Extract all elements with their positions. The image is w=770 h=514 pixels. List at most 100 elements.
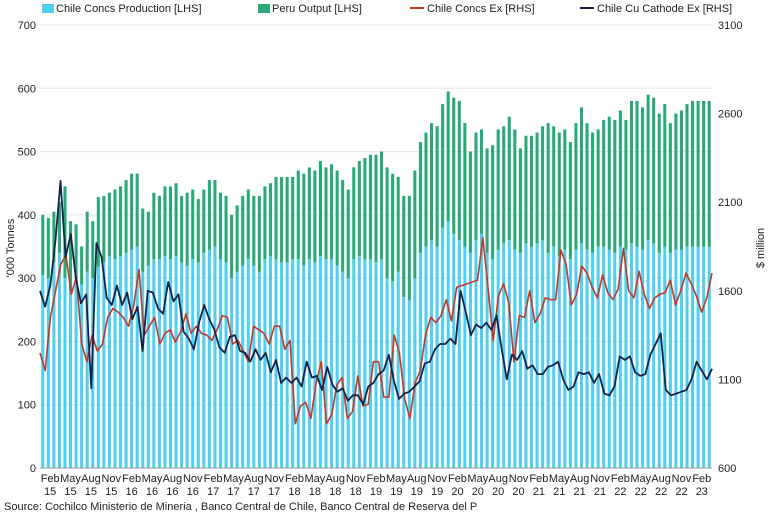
bar-peru-output: [85, 211, 89, 272]
bar-chile-production: [368, 259, 372, 468]
legend-label: Peru Output [LHS]: [272, 3, 362, 15]
bar-chile-production: [157, 259, 161, 468]
bar-peru-output: [318, 161, 322, 256]
right-tick-label: 3100: [718, 20, 742, 32]
bar-chile-production: [352, 259, 356, 468]
bar-chile-production: [41, 274, 45, 468]
bar-peru-output: [196, 199, 200, 263]
bar-peru-output: [657, 113, 661, 253]
bar-peru-output: [274, 176, 278, 260]
bar-chile-production: [168, 259, 173, 468]
bar-peru-output: [413, 170, 417, 279]
bar-chile-production: [574, 249, 578, 468]
bar-chile-production: [641, 249, 645, 468]
bar-chile-production: [529, 246, 534, 468]
bar-chile-production: [446, 221, 450, 468]
x-tick-year: 23: [696, 486, 708, 498]
bar-peru-output: [174, 183, 178, 256]
bar-peru-output: [213, 180, 217, 247]
x-tick-year: 18: [329, 486, 341, 498]
x-tick-month: Nov: [590, 473, 610, 485]
x-tick-year: 16: [126, 486, 138, 498]
x-tick-year: 22: [655, 486, 667, 498]
bar-chile-production: [152, 259, 156, 468]
bar-peru-output: [546, 123, 550, 253]
x-tick-month: Aug: [488, 473, 508, 485]
x-tick-year: 19: [390, 486, 402, 498]
source-note: Source: Cochilco Ministerio de Mineria ,…: [4, 501, 477, 513]
bar-chile-production: [607, 249, 611, 468]
bar-chile-production: [424, 246, 428, 468]
bar-chile-production: [502, 243, 506, 468]
bar-peru-output: [585, 123, 589, 250]
x-tick-month: Feb: [122, 473, 141, 485]
left-tick-label: 700: [18, 20, 36, 32]
bar-chile-production: [468, 252, 472, 468]
bar-chile-production: [324, 259, 328, 468]
bar-chile-production: [702, 246, 706, 468]
bar-chile-production: [524, 243, 528, 468]
x-tick-year: 19: [431, 486, 443, 498]
bar-peru-output: [635, 100, 639, 247]
bar-chile-production: [591, 252, 595, 468]
bar-peru-output: [446, 91, 450, 222]
x-tick-month: Feb: [448, 473, 467, 485]
bar-chile-production: [629, 243, 633, 468]
bar-chile-production: [296, 259, 300, 468]
bar-chile-production: [463, 246, 467, 468]
bar-chile-production: [241, 265, 245, 468]
left-tick-label: 300: [18, 273, 36, 285]
bar-peru-output: [119, 186, 123, 256]
legend: Chile Concs Production [LHS] Peru Output …: [42, 3, 732, 15]
x-tick-year: 18: [288, 486, 300, 498]
bar-chile-production: [413, 278, 417, 468]
bar-peru-output: [185, 192, 189, 266]
bar-peru-output: [113, 189, 117, 260]
x-tick-month: Nov: [427, 473, 447, 485]
bar-chile-production: [346, 278, 350, 468]
bar-chile-production: [568, 259, 572, 468]
bar-chile-production: [252, 265, 256, 468]
bar-chile-production: [402, 297, 406, 468]
bar-peru-output: [518, 148, 522, 253]
bar-peru-output: [430, 123, 434, 241]
bar-peru-output: [618, 110, 622, 247]
right-tick-label: 1600: [718, 286, 742, 298]
bar-peru-output: [168, 186, 173, 260]
x-tick-year: 19: [370, 486, 382, 498]
bar-peru-output: [335, 170, 339, 266]
bar-chile-production: [163, 255, 167, 468]
x-tick-year: 17: [268, 486, 280, 498]
bar-peru-output: [202, 189, 206, 253]
bar-peru-output: [535, 132, 539, 244]
bar-chile-production: [224, 262, 228, 468]
bar-peru-output: [135, 173, 139, 247]
x-tick-year: 20: [492, 486, 504, 498]
bar-peru-output: [91, 221, 95, 279]
bar-peru-output: [457, 100, 461, 241]
bar-peru-output: [241, 195, 245, 266]
bar-peru-output: [574, 123, 578, 250]
left-tick-label: 100: [18, 400, 36, 412]
bar-chile-production: [707, 246, 711, 468]
bar-chile-production: [535, 243, 539, 468]
x-tick-month: Feb: [611, 473, 630, 485]
bar-peru-output: [363, 157, 367, 260]
x-tick-year: 21: [594, 486, 606, 498]
bar-peru-output: [141, 208, 145, 272]
bar-peru-output: [557, 132, 561, 256]
bar-chile-production: [185, 265, 189, 468]
bar-chile-production: [479, 233, 484, 468]
x-tick-year: 20: [451, 486, 463, 498]
bar-peru-output: [280, 176, 284, 263]
x-tick-month: Aug: [570, 473, 590, 485]
x-tick-year: 16: [166, 486, 178, 498]
bar-series: [41, 91, 711, 468]
bar-peru-output: [46, 218, 50, 279]
bar-peru-output: [302, 173, 306, 266]
x-axis: Feb15May15Aug15Nov15Feb16May16Aug16Nov16…: [40, 467, 712, 498]
bar-peru-output: [663, 104, 667, 247]
bar-chile-production: [613, 252, 617, 468]
x-tick-month: Feb: [367, 473, 386, 485]
bar-chile-production: [174, 255, 178, 468]
